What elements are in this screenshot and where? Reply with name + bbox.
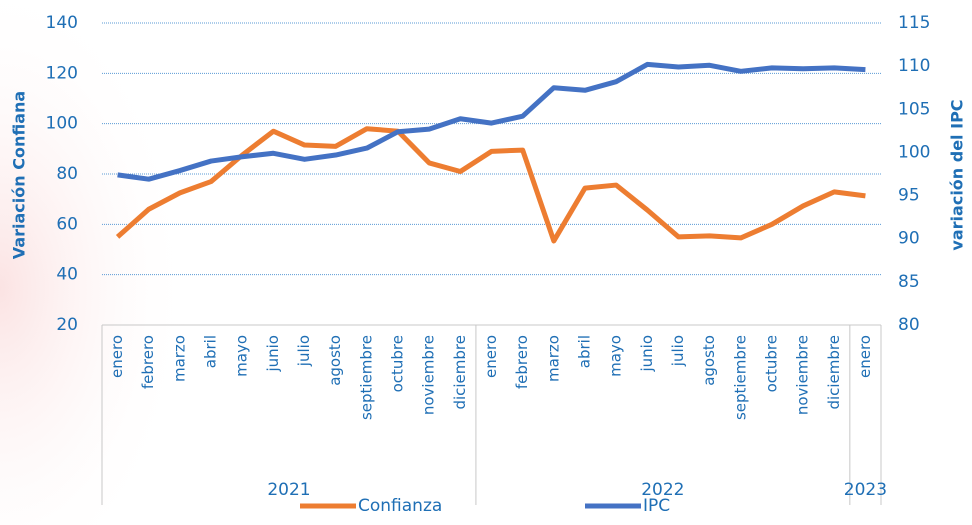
x-tick-label: febrero (139, 335, 157, 389)
x-tick-label: octubre (389, 335, 407, 392)
group-label: 2023 (844, 480, 887, 500)
background-decoration (0, 0, 320, 525)
x-tick-label: septiembre (731, 335, 749, 420)
x-tick-label: agosto (326, 335, 344, 386)
y2-axis-title: variación del IPC (948, 99, 967, 250)
y2-tick-label: 80 (898, 315, 920, 335)
y2-tick-label: 100 (898, 142, 930, 162)
x-tick-label: octubre (762, 335, 780, 392)
y-tick-label: 120 (46, 63, 78, 83)
x-tick-label: marzo (170, 335, 188, 382)
y2-tick-label: 95 (898, 186, 920, 206)
x-tick-label: agosto (700, 335, 718, 386)
y2-tick-label: 115 (898, 13, 930, 33)
y-tick-label: 60 (56, 214, 78, 234)
x-tick-label: abril (202, 335, 220, 368)
x-tick-label: junio (638, 335, 656, 373)
y2-tick-label: 90 (898, 229, 920, 249)
x-tick-label: enero (482, 335, 500, 378)
group-label: 2021 (267, 480, 310, 500)
x-tick-label: abril (575, 335, 593, 368)
x-tick-label: mayo (607, 335, 625, 377)
x-tick-label: diciembre (451, 335, 469, 410)
y-tick-label: 100 (46, 114, 78, 134)
y2-tick-label: 105 (898, 99, 930, 119)
y-tick-label: 20 (56, 315, 78, 335)
x-tick-label: diciembre (825, 335, 843, 410)
x-tick-label: mayo (233, 335, 251, 377)
x-tick-label: junio (264, 335, 282, 373)
x-tick-label: julio (669, 335, 687, 367)
group-label: 2022 (641, 480, 684, 500)
y2-tick-label: 110 (898, 56, 930, 76)
y-tick-label: 40 (56, 265, 78, 285)
x-tick-label: noviembre (420, 335, 438, 415)
x-tick-label: febrero (513, 335, 531, 389)
x-tick-label: marzo (544, 335, 562, 382)
x-tick-label: septiembre (357, 335, 375, 420)
series-line (117, 61, 866, 182)
x-tick-label: noviembre (794, 335, 812, 415)
legend-label: Confianza (358, 496, 442, 516)
legend-label: IPC (643, 496, 670, 516)
y-tick-label: 140 (46, 13, 78, 33)
y-tick-label: 80 (56, 164, 78, 184)
y2-tick-label: 85 (898, 272, 920, 292)
x-tick-label: julio (295, 335, 313, 367)
x-tick-label: enero (108, 335, 126, 378)
y-axis-title: Variación Confiana (10, 91, 29, 259)
x-tick-label: enero (856, 335, 874, 378)
